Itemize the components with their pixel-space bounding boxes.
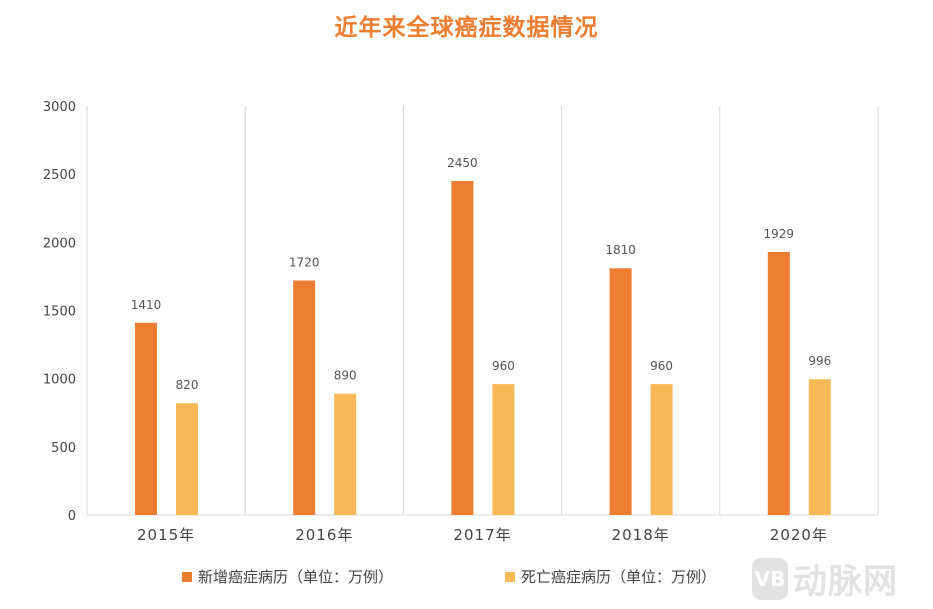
x-tick-label: 2020年 <box>770 526 828 544</box>
bar-new-cases <box>451 180 474 515</box>
bar-new-cases <box>135 322 157 515</box>
legend-item-new-cases: 新增癌症病历（单位：万例） <box>182 566 393 587</box>
bar-new-cases <box>767 252 790 515</box>
y-tick-label: 1500 <box>43 305 76 320</box>
y-tick-label: 0 <box>68 509 76 524</box>
x-tick-label: 2015年 <box>137 526 195 544</box>
legend-label-new-cases: 新增癌症病历（单位：万例） <box>198 568 394 586</box>
data-label: 1720 <box>289 256 320 270</box>
watermark-text: 动脉网 <box>793 562 898 602</box>
y-tick-label: 3000 <box>43 100 76 115</box>
bar-deaths <box>650 384 673 515</box>
legend-swatch-new-cases <box>182 571 192 582</box>
bar-deaths <box>492 384 515 515</box>
bar-deaths <box>808 379 831 515</box>
bar-new-cases <box>293 280 316 515</box>
y-tick-label: 1000 <box>43 373 76 388</box>
bar-deaths <box>334 393 357 515</box>
data-label: 1410 <box>131 298 162 312</box>
bar-new-cases <box>609 268 632 515</box>
data-label: 960 <box>492 359 515 373</box>
data-label: 1929 <box>764 227 795 241</box>
data-label: 1810 <box>605 243 636 257</box>
data-label: 820 <box>176 378 199 392</box>
legend-item-deaths: 死亡癌症病历（单位：万例） <box>505 566 716 587</box>
x-tick-label: 2017年 <box>453 526 511 544</box>
watermark-logo: VB 动脉网 <box>752 554 898 603</box>
y-tick-label: 2500 <box>43 168 76 183</box>
data-label: 890 <box>334 369 357 383</box>
x-tick-label: 2016年 <box>295 526 353 544</box>
data-label: 2450 <box>447 156 478 170</box>
watermark-logo-icon: VB <box>752 557 788 600</box>
data-label: 960 <box>650 359 673 373</box>
legend-label-deaths: 死亡癌症病历（单位：万例） <box>521 568 717 586</box>
data-label: 996 <box>808 354 831 368</box>
y-tick-label: 500 <box>51 441 76 456</box>
bar-deaths <box>176 403 198 515</box>
x-tick-label: 2018年 <box>612 526 670 544</box>
chart-title: 近年来全球癌症数据情况 <box>334 15 599 41</box>
legend-swatch-deaths <box>505 571 515 582</box>
y-tick-label: 2000 <box>43 236 76 251</box>
